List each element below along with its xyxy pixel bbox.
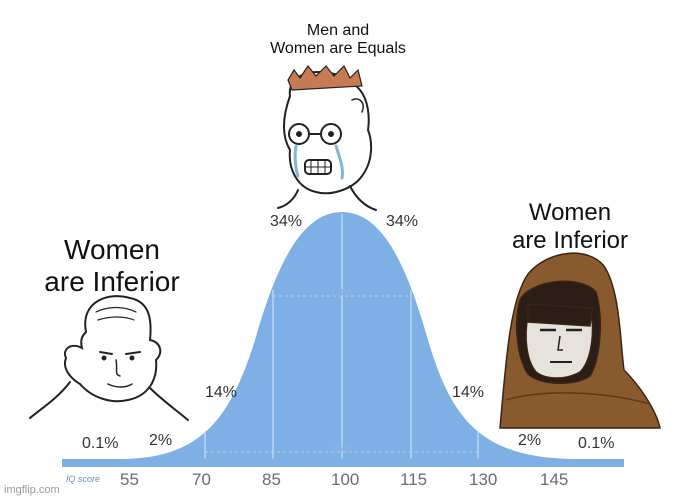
bell-curve-shape (120, 212, 580, 459)
tick-70: 70 (192, 470, 211, 489)
caption-middle: Men and Women are Equals (238, 22, 438, 58)
label-sixty-eight: 68% (332, 288, 353, 299)
axis-bar (62, 459, 624, 467)
pct-right-tail: 2% (518, 432, 542, 449)
label-ninety-five: 95% (332, 444, 353, 455)
pct-left-outer: 0.1% (82, 435, 119, 452)
tick-115: 115 (400, 470, 428, 489)
pct-right-center: 34% (386, 213, 419, 230)
caption-middle-text: Men and Women are Equals (270, 22, 406, 57)
caption-right-text: Women are Inferior (511, 199, 629, 254)
pct-right-outer: 0.1% (578, 435, 615, 452)
caption-left-text: Women are Inferior (44, 234, 180, 298)
hooded-monk-icon (499, 252, 661, 429)
pct-left-center: 34% (270, 213, 303, 230)
sd-lines (204, 214, 479, 459)
watermark: imgflip.com (4, 484, 60, 496)
caption-right: Women are Inferior (490, 199, 650, 254)
tick-145: 145 (540, 470, 569, 489)
tick-55: 55 (120, 470, 139, 489)
crying-soyjak-icon (277, 64, 377, 211)
pct-left-tail: 2% (149, 432, 173, 449)
tick-130: 130 (469, 470, 498, 489)
axis-title: IQ score (66, 474, 101, 484)
pct-left-mid: 14% (205, 384, 238, 401)
tick-85: 85 (262, 470, 281, 489)
bald-wojak-icon (29, 295, 189, 421)
pct-right-mid: 14% (452, 384, 485, 401)
caption-left: Women are Inferior (22, 234, 202, 298)
tick-100: 100 (331, 470, 360, 489)
